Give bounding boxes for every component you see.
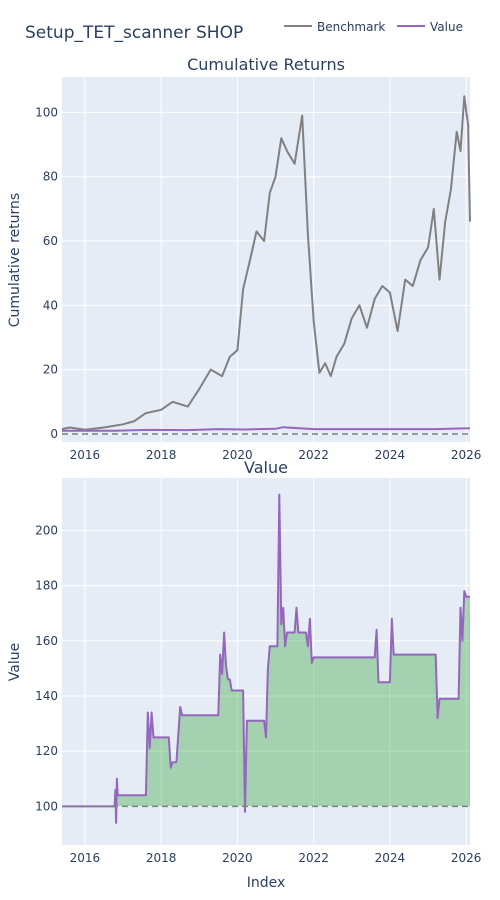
x-tick-label-value: 2016	[70, 851, 101, 865]
plot-area-cumulative-returns[interactable]	[62, 77, 470, 442]
x-tick-label-value: 2026	[451, 851, 482, 865]
x-tick-label-cumulative-returns: 2020	[222, 448, 253, 462]
x-tick-label-cumulative-returns: 2026	[451, 448, 482, 462]
x-tick-label-value: 2024	[375, 851, 406, 865]
y-tick-label-cumulative-returns: 60	[43, 234, 58, 248]
y-tick-label-cumulative-returns: 20	[43, 363, 58, 377]
y-tick-label-value: 140	[35, 689, 58, 703]
legend-item-benchmark[interactable]: Benchmark	[284, 20, 385, 34]
x-axis-label-index: Index	[247, 875, 286, 891]
subplot-title-value: Value	[244, 458, 288, 477]
x-tick-label-cumulative-returns: 2018	[146, 448, 177, 462]
series-line-value-value[interactable]	[62, 493, 470, 824]
y-tick-label-cumulative-returns: 100	[35, 105, 58, 119]
figure-title: Setup_TET_scanner SHOP	[25, 23, 243, 43]
x-tick-label-value: 2022	[298, 851, 329, 865]
y-tick-label-cumulative-returns: 40	[43, 298, 58, 312]
y-axis-label-cumulative-returns: Cumulative returns	[7, 193, 23, 327]
y-tick-label-value: 100	[35, 799, 58, 813]
subplot-title-cumulative-returns: Cumulative Returns	[187, 55, 345, 74]
y-tick-label-cumulative-returns: 0	[50, 427, 58, 441]
series-line-benchmark-cumulative-returns[interactable]	[61, 95, 471, 431]
plot-area-value[interactable]	[62, 478, 470, 845]
y-tick-label-value: 180	[35, 579, 58, 593]
legend-label-benchmark: Benchmark	[317, 20, 385, 34]
legend[interactable]: Benchmark Value	[284, 20, 463, 34]
legend-item-value[interactable]: Value	[397, 20, 463, 34]
x-tick-label-value: 2020	[222, 851, 253, 865]
x-tick-label-cumulative-returns: 2016	[70, 448, 101, 462]
series-line-value-cumulative-returns[interactable]	[62, 426, 471, 432]
y-tick-label-value: 120	[35, 744, 58, 758]
x-tick-label-cumulative-returns: 2022	[298, 448, 329, 462]
y-tick-label-cumulative-returns: 80	[43, 170, 58, 184]
y-axis-label-value: Value	[7, 643, 23, 681]
area-fill-value-value	[62, 494, 470, 823]
x-tick-label-cumulative-returns: 2024	[375, 448, 406, 462]
legend-label-value: Value	[430, 20, 463, 34]
x-tick-label-value: 2018	[146, 851, 177, 865]
y-tick-label-value: 200	[35, 523, 58, 537]
y-tick-label-value: 160	[35, 634, 58, 648]
